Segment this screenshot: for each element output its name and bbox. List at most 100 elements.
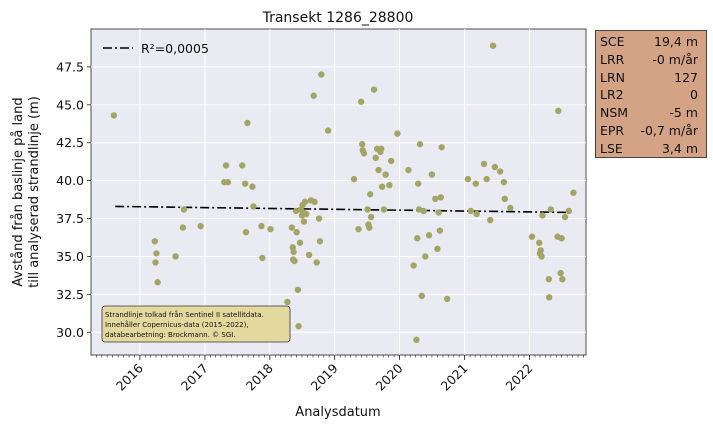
x-axis: 2016 2017 2018 2019 2020 2021 2022	[96, 355, 584, 394]
stat-row: NSM -5 m	[600, 104, 702, 122]
data-point	[303, 210, 310, 218]
data-point	[151, 238, 159, 245]
stat-row: LRR -0 m/år	[600, 51, 702, 69]
data-point	[364, 206, 371, 213]
data-point	[467, 207, 475, 215]
data-point	[413, 336, 420, 344]
data-point	[480, 160, 488, 168]
data-point	[294, 286, 302, 293]
plot-area	[90, 28, 587, 356]
attribution-box: Strandlinje tolkad från Sentinel II sate…	[101, 305, 291, 343]
stat-key: LRR	[600, 51, 625, 67]
stat-row: LR2 0	[600, 86, 702, 104]
y-axis-label-line: till analyserad strandlinje (m)	[27, 96, 42, 288]
data-point	[555, 107, 562, 115]
x-axis-label: Analysdatum	[295, 405, 380, 420]
data-point	[394, 130, 401, 137]
data-point	[565, 207, 572, 215]
data-point	[434, 245, 441, 253]
data-point	[267, 225, 274, 233]
data-point	[310, 92, 317, 99]
data-point	[350, 175, 358, 183]
data-point	[557, 269, 564, 277]
stat-value: 3,4 m	[661, 140, 698, 156]
x-tick-label: 2019	[308, 360, 341, 393]
stat-key: LR2	[600, 87, 624, 103]
data-point	[438, 144, 445, 151]
data-point	[295, 322, 302, 330]
data-point	[378, 183, 386, 190]
data-point	[370, 86, 378, 93]
y-axis-label: Avstånd från baslinje på land till analy…	[11, 96, 42, 288]
data-point	[507, 204, 514, 212]
data-point	[500, 178, 508, 186]
y-tick-label: 47.5	[56, 59, 84, 74]
stat-value: -0 m/år	[652, 51, 698, 67]
data-point	[380, 206, 388, 213]
data-point	[501, 195, 508, 203]
data-point	[180, 206, 188, 213]
data-point	[387, 157, 395, 165]
statistics-box: SCE 19,4 m LRR -0 m/år LRN 127 LR2 0 NSM -5 m…	[595, 30, 707, 158]
data-point	[378, 145, 385, 152]
data-point	[382, 171, 389, 178]
data-point	[410, 262, 417, 269]
x-tick-label: 2021	[438, 361, 471, 394]
trend-line	[115, 205, 573, 214]
data-point	[110, 112, 118, 119]
data-point	[418, 292, 425, 300]
data-point	[558, 235, 565, 242]
attribution-line: Innehåller Copernicus-data (2015–2022),	[105, 320, 249, 329]
data-point	[313, 259, 320, 266]
data-point	[292, 207, 300, 215]
data-point	[435, 209, 442, 216]
data-point	[250, 203, 257, 210]
data-point	[290, 248, 297, 256]
data-point	[405, 166, 412, 174]
data-point	[491, 163, 499, 171]
data-point	[152, 259, 159, 266]
data-point	[288, 224, 296, 231]
data-point	[318, 71, 325, 78]
attribution-line: databearbetning: Brockmann. © SGI.	[105, 331, 236, 339]
data-point	[539, 212, 546, 219]
y-tick-label: 37.5	[56, 211, 84, 226]
stat-value: -5 m	[669, 105, 698, 121]
y-tick-label: 42.5	[56, 135, 84, 150]
legend: R²=0,0005	[103, 41, 209, 56]
data-point	[420, 207, 427, 215]
attribution-line: Strandlinje tolkad från Sentinel II sate…	[105, 310, 264, 319]
data-point	[153, 250, 160, 257]
data-point	[367, 191, 374, 198]
data-point	[301, 198, 309, 206]
data-point	[239, 162, 246, 169]
trend-line-path	[115, 205, 573, 214]
data-point	[172, 253, 179, 260]
data-point	[547, 206, 555, 213]
data-point	[355, 225, 362, 233]
data-point	[422, 253, 429, 260]
data-point	[437, 194, 444, 201]
data-point	[179, 224, 187, 231]
y-tick-label: 40.0	[56, 173, 84, 188]
data-point	[300, 218, 308, 225]
data-point	[538, 253, 545, 260]
x-tick-label: 2022	[502, 361, 535, 394]
data-point	[360, 150, 368, 157]
x-tick-label: 2018	[243, 360, 276, 393]
data-point	[537, 247, 544, 254]
data-point	[366, 224, 373, 231]
data-point	[284, 298, 291, 306]
data-point	[222, 162, 230, 169]
data-points	[110, 42, 577, 344]
data-point	[249, 183, 256, 190]
data-point	[464, 175, 472, 183]
data-point	[386, 181, 393, 189]
stat-value: 127	[674, 69, 698, 85]
data-point	[561, 213, 569, 221]
data-point	[570, 189, 577, 196]
y-tick-label: 32.5	[56, 287, 84, 302]
data-point	[372, 154, 379, 162]
data-point	[305, 251, 313, 259]
